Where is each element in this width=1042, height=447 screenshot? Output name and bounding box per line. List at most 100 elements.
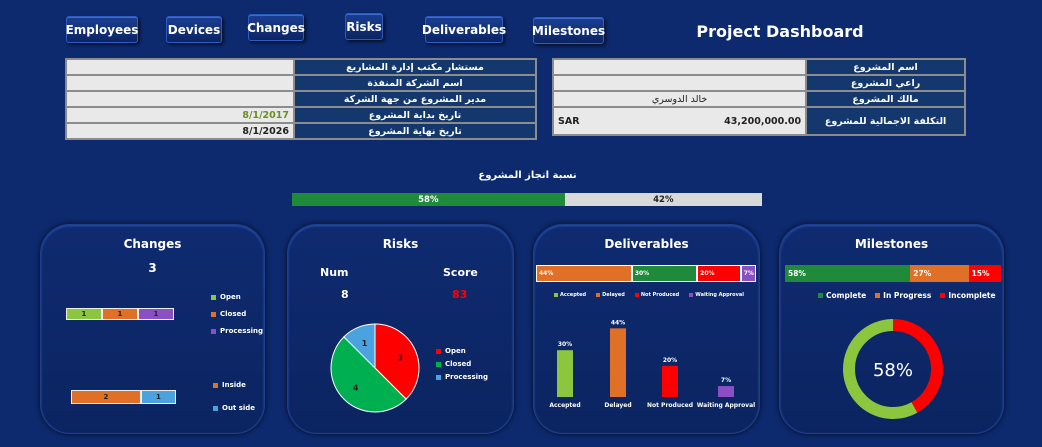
executor-value — [65, 74, 295, 92]
pie-label: 1 — [362, 339, 368, 348]
milestones-button[interactable]: Milestones — [532, 17, 605, 44]
end-date-label: تاريخ نهاية المشروع — [293, 122, 537, 140]
start-date-value: 8/1/2017 — [65, 106, 295, 124]
legend-swatch — [436, 374, 441, 380]
bar-segment: 1 — [137, 308, 174, 320]
risks-pie-chart: 3 4 1 — [330, 323, 420, 413]
manager-value — [65, 90, 295, 108]
pie-slice — [374, 323, 420, 400]
legend-swatch — [436, 361, 441, 367]
executor-label: اسم الشركة المنفذة — [293, 74, 537, 92]
risks-legend-open: Open — [445, 347, 466, 355]
devices-button[interactable]: Devices — [166, 16, 222, 43]
ms-legend-complete: Complete — [826, 291, 867, 300]
deliverables-button[interactable]: Deliverables — [422, 16, 506, 43]
bar — [662, 365, 678, 397]
legend-swatch — [554, 293, 558, 297]
bar-value-label: 7% — [721, 377, 731, 384]
legend-swatch — [875, 293, 881, 298]
sponsor-value — [551, 74, 808, 92]
milestones-stacked-bar: 58% 27% 15% — [785, 265, 1001, 282]
changes-title: Changes — [123, 237, 182, 251]
milestones-incomplete-segment: 15% — [968, 265, 1001, 282]
pie-slice — [343, 323, 376, 370]
milestones-complete-segment: 58% — [785, 265, 911, 282]
start-date-label: تاريخ بداية المشروع — [293, 106, 537, 124]
changes-total: 3 — [148, 261, 157, 275]
legend-outside: Out side — [222, 404, 256, 412]
milestones-legend: Complete In Progress Incomplete — [818, 291, 996, 300]
risks-score-value: 83 — [452, 288, 468, 301]
bar-value-label: 30% — [558, 341, 572, 348]
legend-swatch — [818, 293, 823, 298]
risks-num-label: Num — [320, 266, 349, 279]
bar-category-label: Not Produced — [647, 402, 693, 409]
risks-num-value: 8 — [341, 288, 349, 301]
legend-swatch — [211, 328, 216, 334]
deliverables-legend: Accepted Delayed Not Produced Waiting Ap… — [554, 292, 754, 298]
legend-swatch — [940, 293, 946, 298]
milestones-center-label: 58% — [873, 360, 913, 381]
bar-segment: 1 — [140, 390, 176, 404]
risks-legend: Open Closed Processing — [436, 347, 488, 381]
bar-segment: 2 — [71, 390, 141, 404]
progress-done: 58% — [292, 193, 565, 206]
milestones-progress-segment: 27% — [910, 265, 969, 282]
deliverables-stacked-bar: 44% 30% 20% 7% — [536, 265, 756, 282]
legend-processing: Processing — [220, 327, 264, 335]
bar-segment: 1 — [66, 308, 102, 320]
project-name-value — [551, 58, 808, 76]
progress-title: نسبة انجاز المشروع — [478, 170, 577, 181]
deliv-legend-not-produced: Not Produced — [640, 292, 680, 298]
legend-closed: Closed — [220, 310, 247, 318]
changes-button[interactable]: Changes — [247, 14, 305, 41]
deliv-legend-waiting: Waiting Approval — [695, 292, 744, 298]
total-cost-value: 43,200,000.00 — [603, 106, 808, 136]
milestones-title: Milestones — [854, 237, 929, 251]
legend-swatch — [436, 348, 441, 354]
bar-category-label: Accepted — [549, 402, 580, 409]
milestones-card: Milestones 58% 27% 15% Complete In Progr… — [779, 224, 1004, 434]
stack-segment: 7% — [740, 265, 756, 282]
stack-segment: 20% — [697, 265, 741, 282]
bar — [610, 328, 626, 397]
bar-category-label: Waiting Approval — [697, 402, 755, 409]
currency-value: SAR — [552, 106, 603, 136]
pie-label: 3 — [397, 354, 403, 363]
legend-inside: Inside — [222, 381, 246, 389]
risks-legend-processing: Processing — [445, 373, 489, 381]
manager-label: مدير المشروع من جهة الشركة — [293, 90, 537, 108]
risks-score-label: Score — [443, 266, 478, 279]
legend-swatch — [211, 311, 216, 317]
deliv-legend-accepted: Accepted — [560, 292, 587, 298]
bar-category-label: Delayed — [604, 402, 631, 409]
consultant-value — [65, 58, 295, 76]
project-info-right-table: اسم المشروع راعي المشروع خالد الدوسري ما… — [551, 58, 966, 136]
page-title: Project Dashboard — [696, 22, 864, 41]
risks-title: Risks — [382, 237, 419, 251]
bar-value-label: 20% — [663, 357, 677, 364]
legend-swatch — [213, 405, 218, 411]
changes-scope-legend: Inside Out side — [213, 381, 255, 412]
stack-segment: 30% — [631, 265, 698, 282]
deliverables-title: Deliverables — [604, 237, 689, 251]
donut-segment — [843, 319, 943, 419]
risks-button[interactable]: Risks — [345, 13, 383, 40]
pie-label: 4 — [353, 383, 359, 392]
bar — [557, 350, 573, 397]
risks-legend-closed: Closed — [445, 360, 472, 368]
end-date-value: 8/1/2026 — [65, 122, 295, 140]
ms-legend-incomplete: Incomplete — [948, 291, 996, 300]
ms-legend-progress: In Progress — [883, 291, 932, 300]
employees-button[interactable]: Employees — [66, 16, 138, 43]
legend-swatch — [213, 382, 218, 388]
sponsor-label: راعي المشروع — [805, 74, 966, 92]
bar-segment: 1 — [101, 308, 138, 320]
project-name-label: اسم المشروع — [805, 58, 966, 76]
legend-swatch — [211, 294, 216, 300]
owner-value: خالد الدوسري — [551, 90, 808, 108]
bar — [718, 386, 734, 397]
